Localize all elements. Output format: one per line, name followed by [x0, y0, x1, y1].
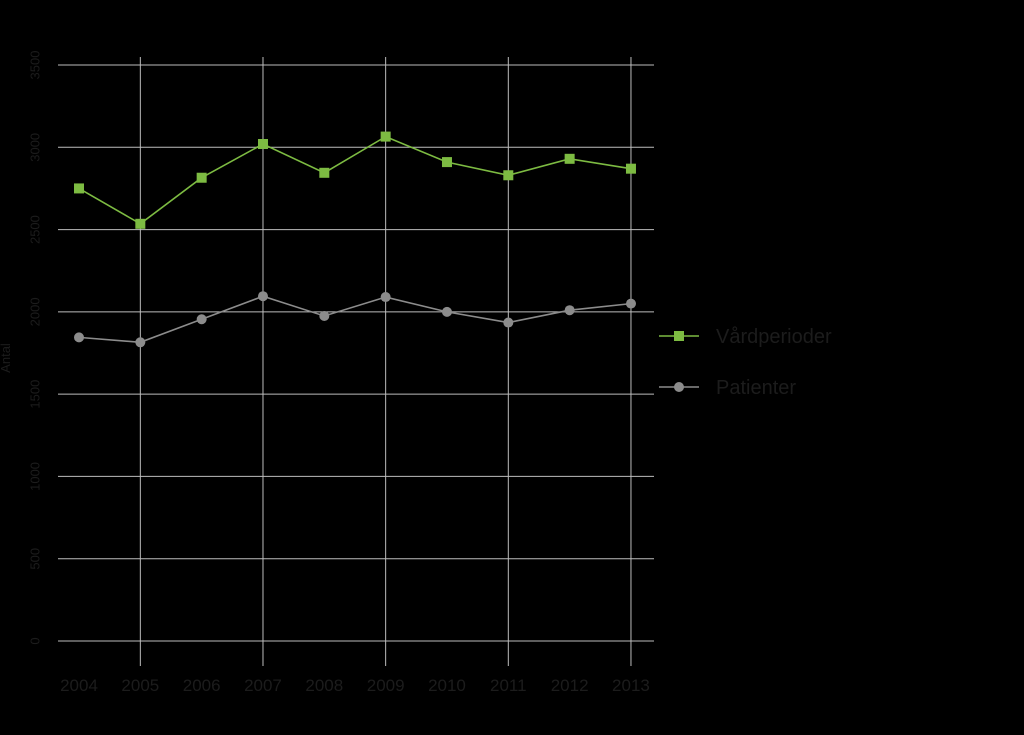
y-tick-label: 3000 — [27, 133, 42, 162]
data-point — [441, 306, 452, 317]
x-tick-label: 2007 — [244, 676, 282, 695]
data-point — [196, 172, 207, 183]
data-point — [625, 163, 636, 174]
legend-entry: Patienter — [659, 377, 796, 399]
y-axis-label: Antal — [0, 343, 13, 373]
series-line — [78, 135, 632, 225]
x-tick-label: 2008 — [305, 676, 343, 695]
y-tick-label: 0 — [27, 637, 42, 644]
legend-entry: Vårdperioder — [659, 326, 832, 348]
y-tick-label: 1500 — [27, 380, 42, 409]
legend: Vårdperioder Patienter — [659, 326, 832, 399]
y-tick-label: 2500 — [27, 215, 42, 244]
data-point — [441, 157, 452, 168]
series-1 — [74, 131, 636, 229]
data-point — [503, 170, 514, 181]
data-point — [319, 310, 330, 321]
y-axis-ticks: 0 500 1000 1500 2000 2500 3000 3500 — [27, 51, 42, 645]
data-point — [319, 167, 330, 178]
x-tick-label: 2012 — [551, 676, 589, 695]
series-layer — [74, 131, 636, 348]
y-tick-label: 3500 — [27, 51, 42, 80]
data-point — [257, 291, 268, 302]
legend-marker — [674, 382, 684, 392]
y-tick-label: 2000 — [27, 297, 42, 326]
y-tick-label: 1000 — [27, 462, 42, 491]
data-point — [625, 298, 636, 309]
data-point — [74, 332, 84, 343]
data-point — [135, 218, 146, 229]
legend-marker — [674, 331, 684, 341]
data-point — [564, 153, 575, 164]
data-point — [257, 138, 268, 149]
series-line — [78, 295, 632, 344]
grid — [58, 57, 654, 666]
legend-label: Patienter — [716, 377, 796, 399]
data-point — [380, 292, 391, 303]
data-point — [196, 314, 207, 325]
x-axis-ticks: 2004 2005 2006 2007 2008 2009 2010 2011 2012 2013 — [60, 676, 650, 695]
x-tick-label: 2004 — [60, 676, 98, 695]
x-tick-label: 2006 — [183, 676, 221, 695]
x-tick-label: 2009 — [367, 676, 405, 695]
x-tick-label: 2005 — [121, 676, 159, 695]
x-tick-label: 2010 — [428, 676, 466, 695]
data-point — [74, 183, 84, 194]
legend-label: Vårdperioder — [716, 326, 832, 348]
x-tick-label: 2011 — [490, 676, 527, 695]
y-tick-label: 500 — [27, 548, 42, 570]
x-tick-label: 2013 — [612, 676, 650, 695]
series-2 — [74, 291, 636, 348]
data-point — [380, 131, 391, 142]
data-point — [135, 337, 146, 348]
data-point — [503, 317, 514, 328]
data-point — [564, 305, 575, 316]
